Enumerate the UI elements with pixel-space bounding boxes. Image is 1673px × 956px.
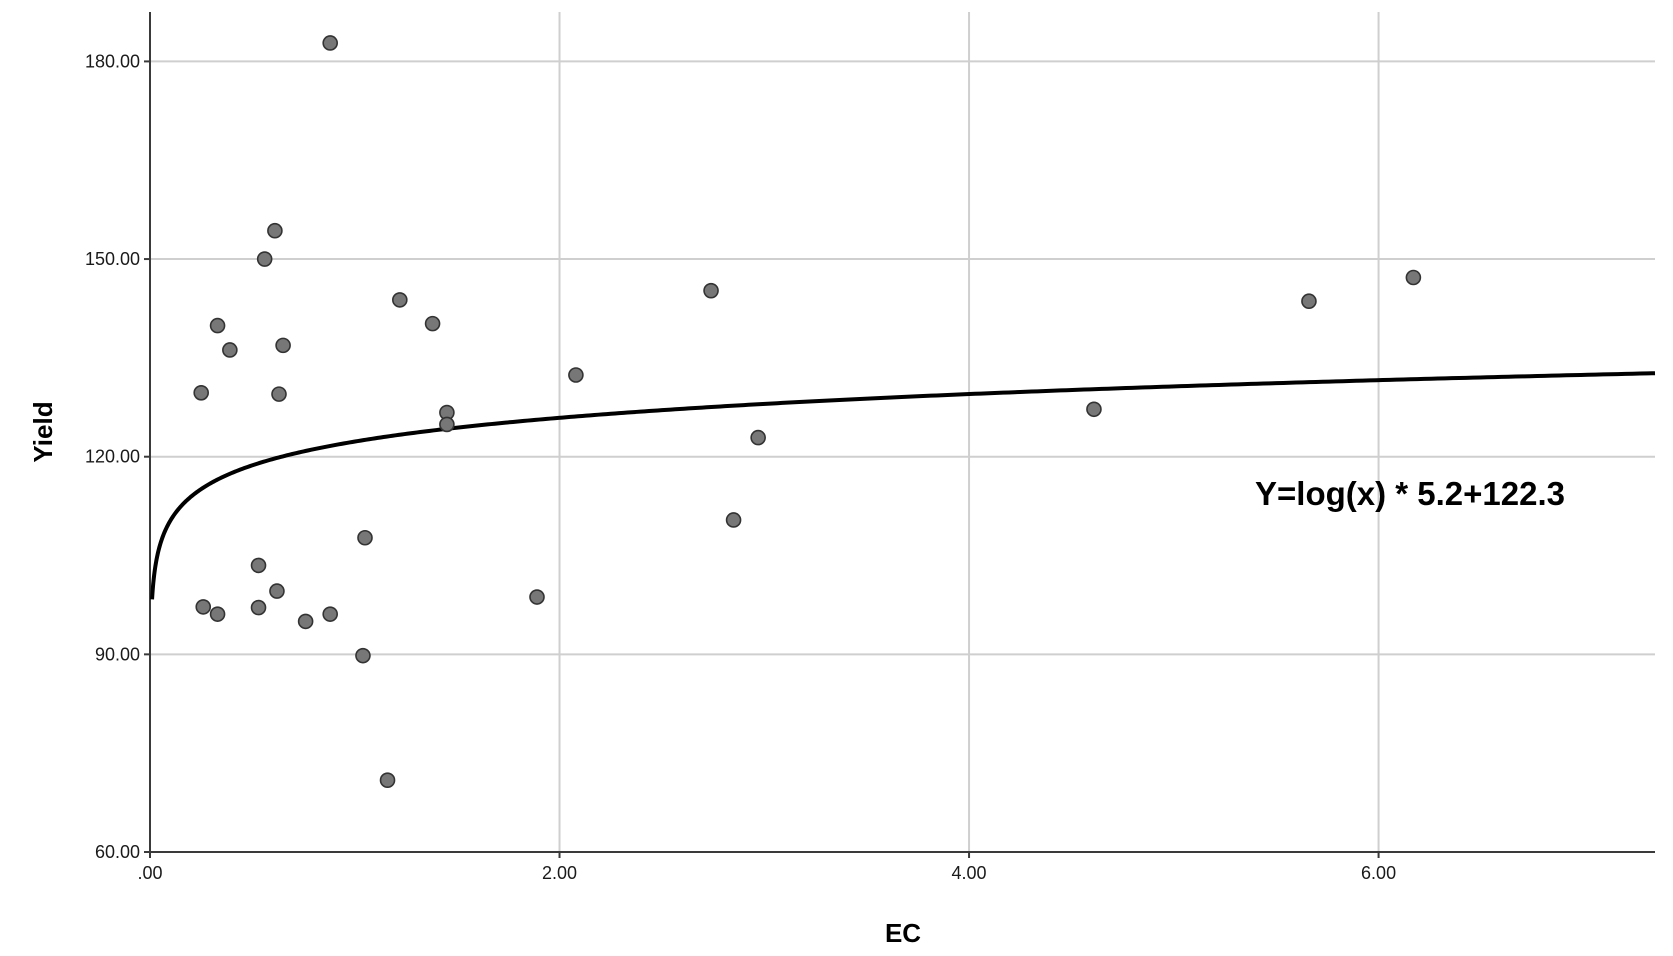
data-point [275,337,291,354]
data-point [1301,293,1317,310]
data-point [193,384,209,401]
y-tick-label: 90.00 [95,644,140,664]
data-point [322,606,338,622]
data-point [703,282,719,299]
data-point [529,589,545,605]
data-point [568,367,584,383]
data-point [269,583,285,599]
data-point [392,292,408,308]
data-point [355,647,371,664]
data-point [322,35,338,51]
x-tick-label: 2.00 [542,863,577,883]
x-tick-label: 6.00 [1361,863,1396,883]
y-tick-label: 120.00 [85,447,140,467]
data-point [424,315,441,332]
data-point [271,386,287,402]
data-point [357,529,373,546]
data-point [195,599,212,615]
data-point [297,613,314,630]
data-points [193,35,1422,788]
y-axis-title: Yield [28,401,58,462]
y-tick-label: 60.00 [95,842,140,862]
x-tick-label: 4.00 [952,863,987,883]
data-point [439,416,455,433]
data-point [1086,401,1102,418]
y-tick-label: 150.00 [85,249,140,269]
x-axis-title: EC [885,918,921,948]
x-tick-label: .00 [137,863,162,883]
grid-layer [150,12,1655,852]
data-point [209,606,226,622]
y-tick-label: 180.00 [85,51,140,71]
data-point [209,317,226,334]
log-fit-curve [150,371,1656,600]
data-point [1405,269,1422,286]
data-point [379,772,396,788]
data-point [256,251,273,267]
data-point [725,512,742,528]
data-point [250,599,267,616]
fit-curve-layer [150,371,1656,600]
data-point [250,557,267,574]
axis-layer [144,12,1655,858]
data-point [222,342,238,358]
data-point [267,222,283,239]
tick-labels: 60.00 90.00 120.00 150.00 180.00 .00 2.00 4.00 6… [85,51,1396,883]
data-point [750,429,766,446]
fit-equation-label: Y=log(x) * 5.2+122.3 [1255,475,1565,512]
